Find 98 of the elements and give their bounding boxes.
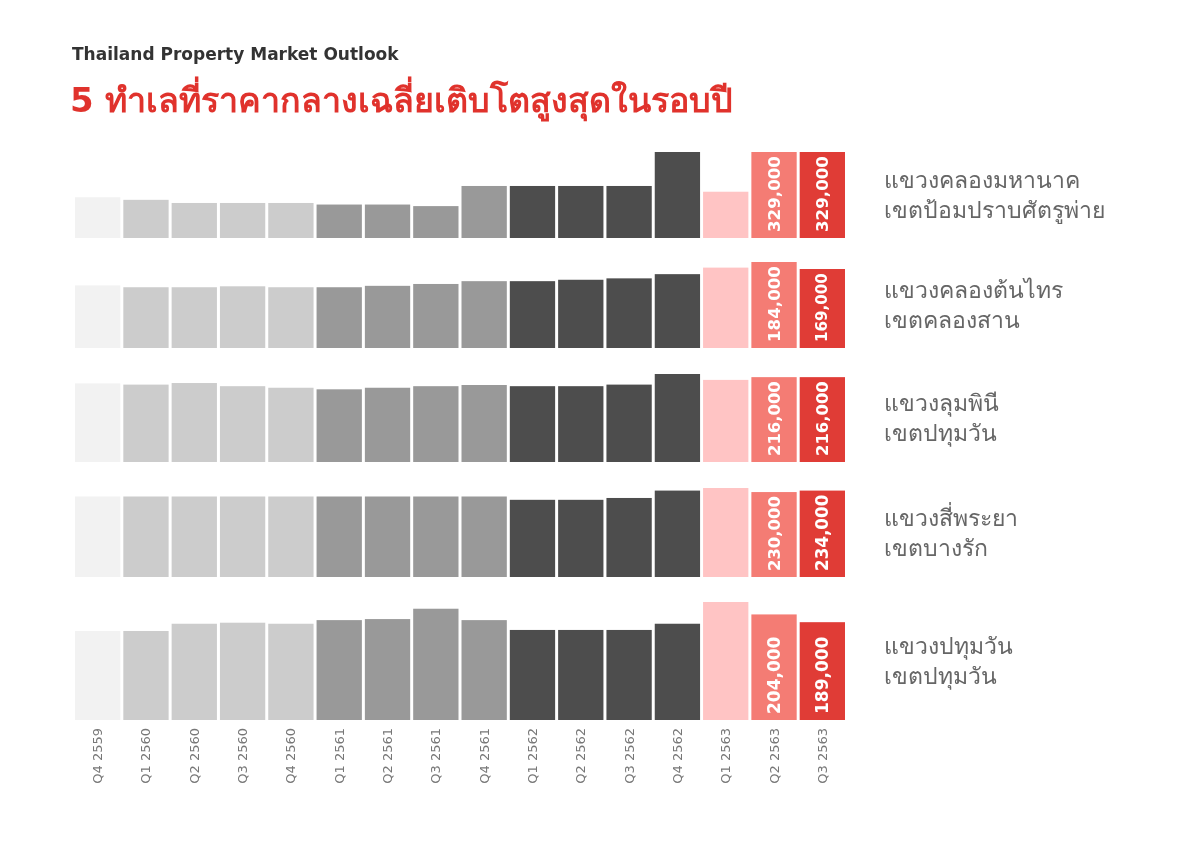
bar (316, 620, 362, 720)
bar (461, 385, 507, 462)
bar (171, 202, 217, 238)
bar (171, 623, 217, 720)
x-tick-label: Q2 2560 (186, 728, 202, 784)
bar (606, 278, 652, 348)
bar (461, 496, 507, 577)
bar (654, 374, 701, 462)
data-label: 329,000 (812, 156, 832, 232)
bar (171, 383, 217, 462)
x-tick-label: Q2 2561 (380, 728, 396, 784)
bar (509, 185, 556, 238)
bar (558, 499, 604, 577)
bar (364, 496, 411, 577)
bar (703, 379, 749, 462)
y2-axis-title: แขวงปทุมวัน เขตปทุมวัน (884, 633, 1013, 690)
bar (364, 387, 411, 462)
bar (316, 287, 362, 348)
bar (123, 496, 169, 577)
bar (509, 499, 556, 577)
bar (703, 602, 749, 720)
bar (413, 283, 459, 348)
bar (171, 287, 217, 348)
y2-axis-title: แขวงสี่พระยา เขตบางรัก (884, 501, 1018, 561)
bar (654, 623, 701, 720)
x-tick-label: Q2 2563 (766, 728, 782, 784)
bar (268, 387, 314, 462)
x-tick-label: Q4 2560 (283, 728, 299, 784)
bar (558, 386, 604, 462)
bar (268, 202, 314, 238)
bar (703, 267, 749, 348)
bar (171, 496, 217, 577)
bar (268, 623, 314, 720)
bar (364, 619, 411, 720)
data-label: 230,000 (764, 496, 784, 571)
bar (219, 286, 266, 348)
x-tick-label: Q3 2560 (235, 728, 251, 784)
bar (219, 622, 266, 720)
x-tick-label: Q4 2562 (669, 728, 685, 784)
bar (123, 199, 169, 238)
bar (461, 185, 507, 238)
bar (123, 630, 169, 720)
bar (654, 490, 701, 577)
x-tick-label: Q3 2563 (814, 728, 830, 784)
bar (316, 496, 362, 577)
bar (606, 384, 652, 462)
bar (413, 206, 459, 238)
bar (509, 629, 556, 720)
data-label: 234,000 (812, 494, 833, 571)
x-tick-label: Q3 2562 (621, 728, 637, 784)
bar (413, 386, 459, 462)
data-label: 184,000 (764, 266, 784, 342)
bar (509, 386, 556, 462)
bar (606, 185, 652, 238)
x-tick-label: Q4 2559 (90, 728, 106, 784)
text: 5 ทำเลที่ราคากลางเฉลี่ยเติบโตสูงสุดในรอบปี (70, 76, 734, 122)
x-tick-label: Q4 2561 (476, 728, 492, 784)
data-label: 216,000 (764, 381, 784, 456)
data-label: 216,000 (812, 381, 832, 456)
bar (558, 185, 604, 238)
bar (461, 620, 507, 720)
bar (123, 287, 169, 348)
x-tick-label: Q2 2562 (573, 728, 589, 784)
bar (219, 496, 266, 577)
data-label: 169,000 (813, 273, 832, 342)
text: Thailand Property Market Outlook (72, 44, 400, 64)
y2-axis-title: แขวงคลองมหานาค เขตป้อมปราบศัตรูพ่าย (884, 167, 1105, 224)
bar (654, 274, 701, 348)
bar (219, 202, 266, 238)
bar (654, 152, 701, 238)
bar (316, 204, 362, 238)
bar (364, 204, 411, 238)
bar (316, 389, 362, 462)
y2-axis-title: แขวงลุมพินี เขตปทุมวัน (884, 390, 999, 447)
x-tick-label: Q1 2562 (524, 728, 540, 784)
x-tick-label: Q1 2561 (331, 728, 347, 784)
bar (461, 281, 507, 348)
bar (364, 285, 411, 348)
x-tick-label: Q1 2560 (138, 728, 154, 784)
bar (703, 488, 749, 577)
bar (703, 191, 749, 238)
data-label: 204,000 (764, 636, 785, 714)
bar (558, 629, 604, 720)
data-label: 189,000 (812, 636, 833, 714)
x-tick-label: Q3 2561 (428, 728, 444, 784)
bar (268, 496, 314, 577)
bar (509, 281, 556, 348)
bar (413, 496, 459, 577)
bar (219, 386, 266, 462)
bar (268, 287, 314, 348)
bar (123, 384, 169, 462)
bar (606, 497, 652, 577)
bar (558, 279, 604, 348)
bar (413, 608, 459, 720)
bar (606, 629, 652, 720)
data-label: 329,000 (764, 156, 784, 232)
y2-axis-title: แขวงคลองต้นไทร เขตคลองสาน (884, 277, 1063, 333)
x-tick-label: Q1 2563 (718, 728, 734, 784)
